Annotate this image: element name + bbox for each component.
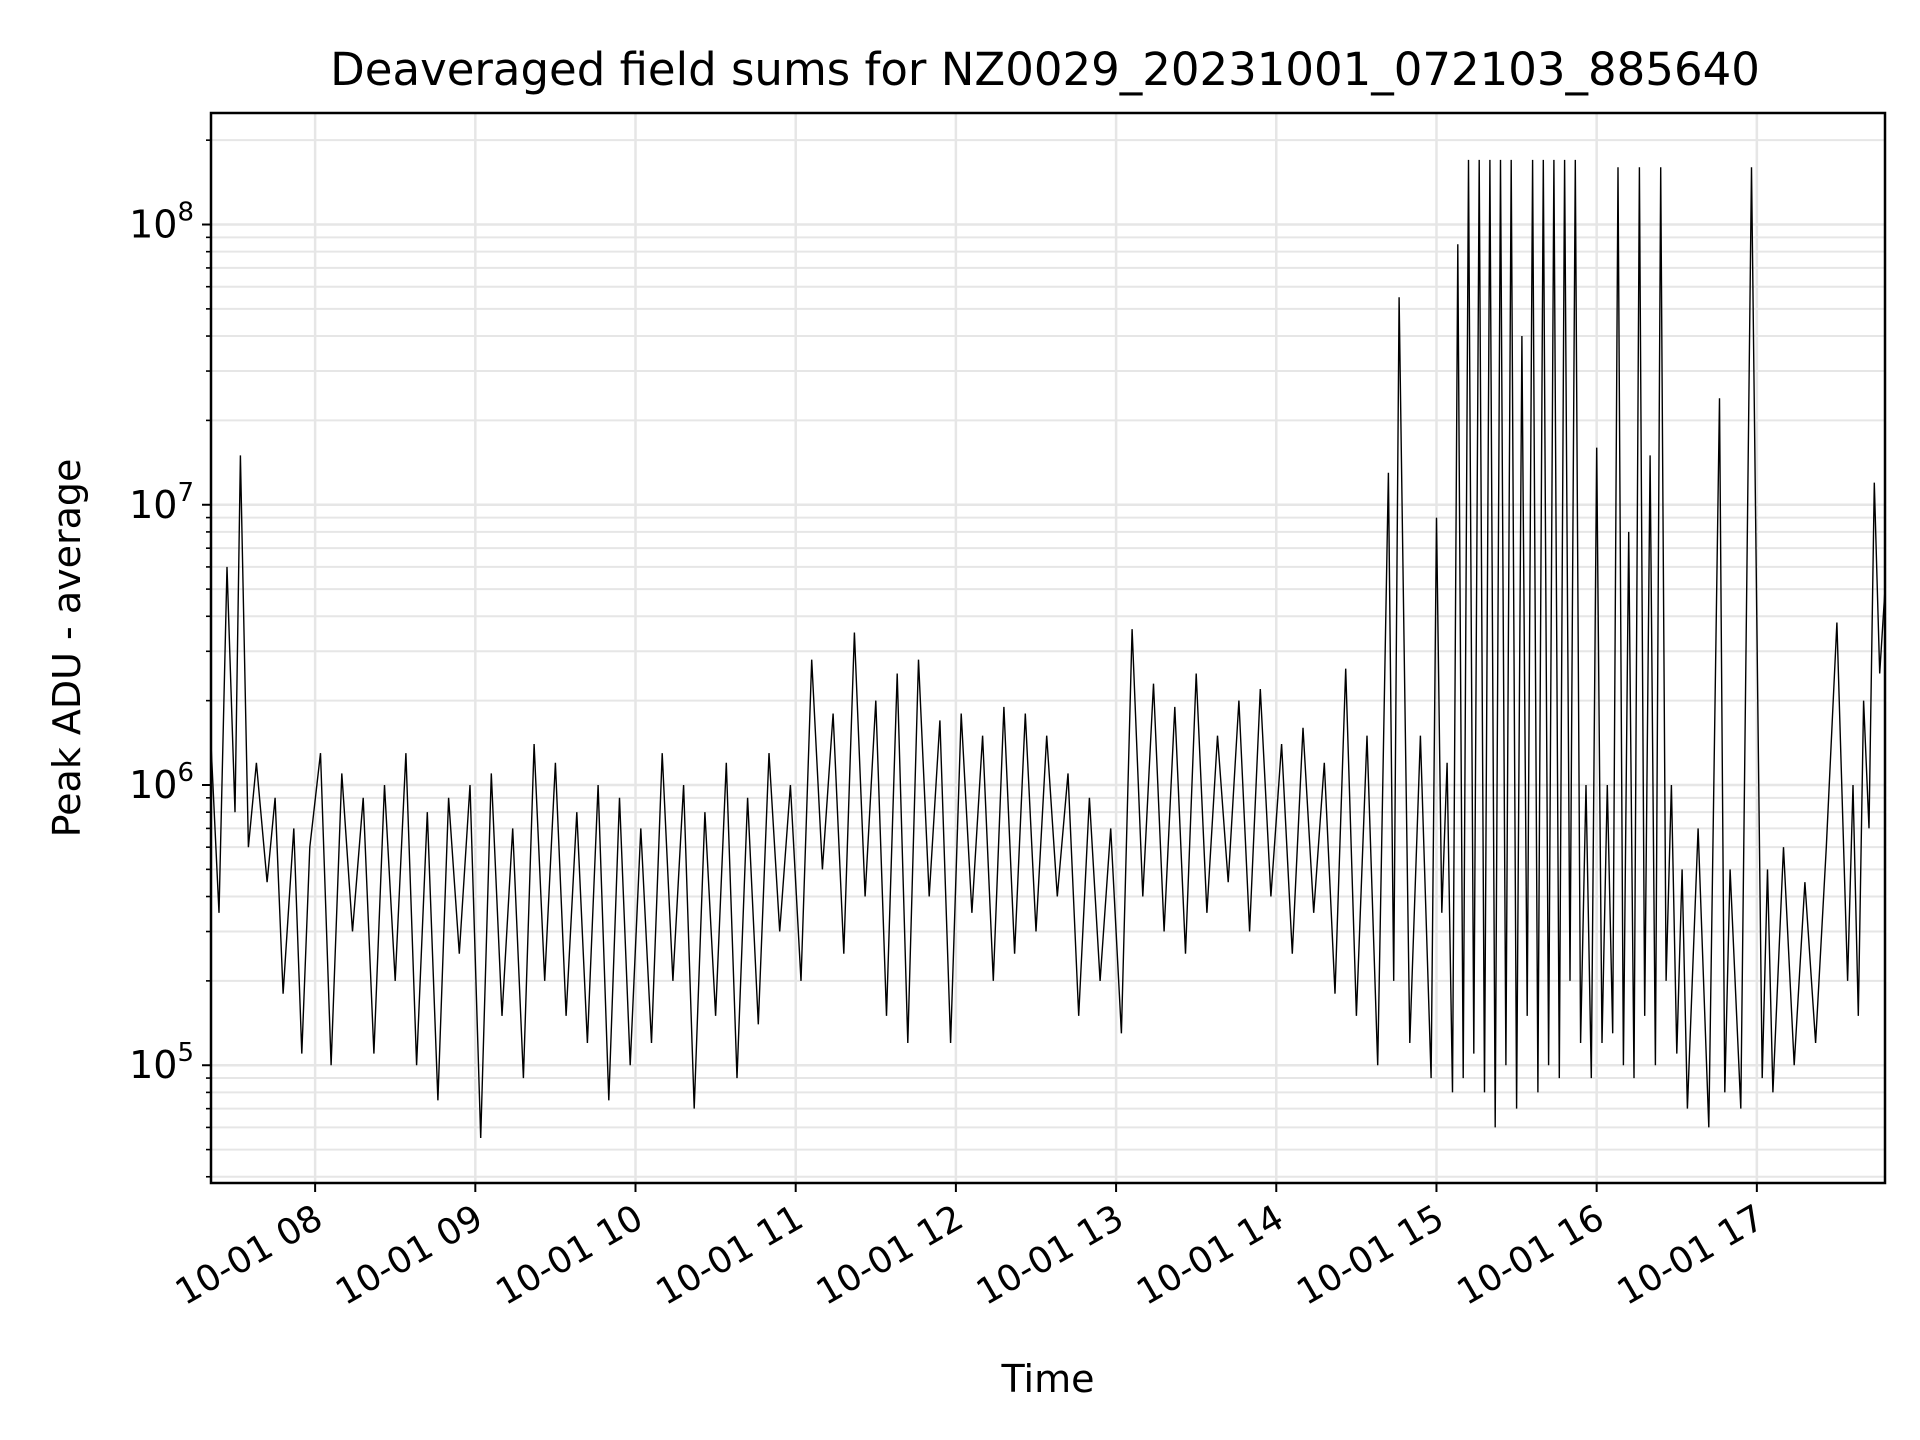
y-tick-label: 105 xyxy=(129,1038,194,1087)
chart-title: Deaveraged field sums for NZ0029_2023100… xyxy=(330,43,1760,96)
series-layer xyxy=(210,159,1886,1139)
y-tick-label: 106 xyxy=(129,758,194,807)
y-axis-label: Peak ADU - average xyxy=(45,459,89,838)
series-line xyxy=(210,159,1886,1139)
plot-frame xyxy=(209,111,1887,1185)
x-axis-label: Time xyxy=(1001,1357,1095,1401)
y-axis-ticks: 105 106 107 108 xyxy=(129,139,211,1178)
y-tick-label: 108 xyxy=(129,198,194,247)
y-tick-label: 107 xyxy=(129,478,194,527)
